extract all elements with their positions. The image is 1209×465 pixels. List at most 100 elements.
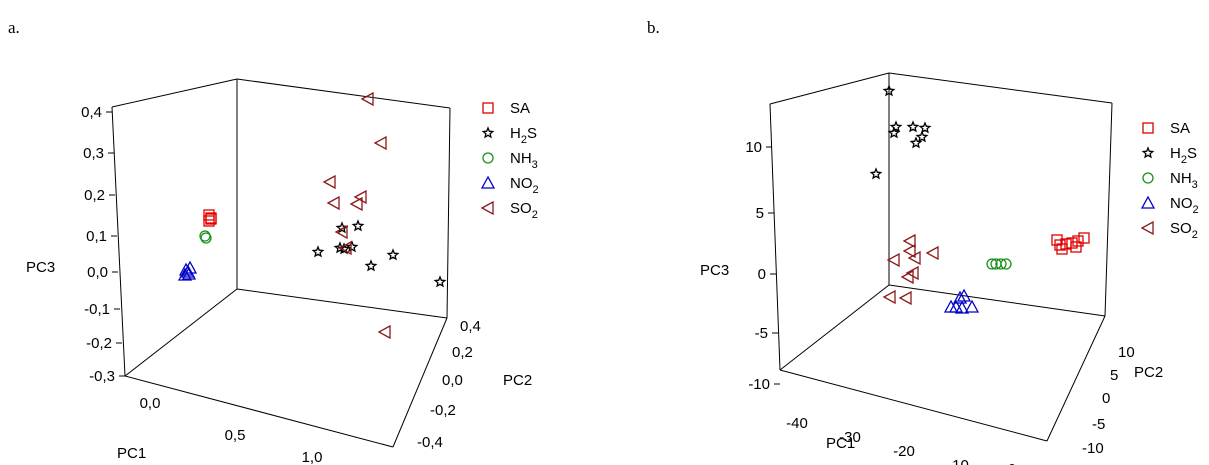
legend-label: NO2 xyxy=(1170,195,1199,216)
legend-item: SA xyxy=(482,100,530,117)
z-tick-label: 10 xyxy=(745,139,762,156)
point-circle xyxy=(482,152,494,164)
box-edge xyxy=(124,288,238,377)
box-edge xyxy=(236,288,448,319)
point-triangle xyxy=(956,288,972,302)
point-triangle-left xyxy=(886,252,900,268)
point-triangle-left xyxy=(480,200,494,216)
ticks-a: -0,3-0,2-0,10,00,10,20,30,40,00,51,01,5-… xyxy=(81,104,481,465)
legend-label-main: SO xyxy=(1170,220,1192,237)
x-tick-label: 1,0 xyxy=(302,449,323,465)
z-tick-label: -5 xyxy=(755,325,768,342)
point-star xyxy=(889,120,903,133)
legend-label: NO2 xyxy=(510,175,539,196)
point-square xyxy=(482,102,494,114)
series-so2 xyxy=(322,91,391,340)
point-star xyxy=(887,126,901,139)
legend-item: NO2 xyxy=(1140,195,1199,216)
z-axis-title-a: PC3 xyxy=(26,259,55,276)
x-tick-label: 0,5 xyxy=(225,427,246,444)
legend-label: H2S xyxy=(1170,145,1197,166)
y-tick-label: 0,0 xyxy=(442,372,463,389)
legend-label: SO2 xyxy=(510,200,538,221)
series-no2 xyxy=(943,288,980,314)
point-square xyxy=(1072,235,1084,247)
point-star xyxy=(869,167,883,180)
legend-label: SA xyxy=(1170,120,1190,137)
point-star xyxy=(1141,146,1155,159)
legend-label-main: SO xyxy=(510,200,532,217)
y-tick-label: 0 xyxy=(1102,390,1110,407)
z-tick-label: -0,1 xyxy=(84,301,110,318)
point-triangle-left xyxy=(338,240,352,256)
y-tick-label: -5 xyxy=(1092,416,1105,433)
legend-label: NH3 xyxy=(1170,170,1198,191)
point-star xyxy=(433,275,447,288)
point-star xyxy=(918,121,932,134)
x-axis-title-b: PC1 xyxy=(826,435,855,452)
point-star xyxy=(915,130,929,143)
series-sa xyxy=(1051,232,1090,255)
point-triangle xyxy=(1140,195,1156,209)
z-tick-label: 5 xyxy=(756,205,764,222)
point-triangle xyxy=(182,260,198,274)
z-tick-label: 0,2 xyxy=(84,187,105,204)
legend-label-main: NH xyxy=(510,150,532,167)
legend-label-main: NO xyxy=(510,175,533,192)
legend-item: SO2 xyxy=(480,200,538,221)
box-edge xyxy=(236,78,451,109)
point-star xyxy=(481,126,495,139)
legend-item: H2S xyxy=(1141,145,1197,166)
legend-label-sub: 2 xyxy=(1192,229,1198,241)
box-edge xyxy=(888,284,1106,317)
legend-label-main: SA xyxy=(1170,120,1190,137)
point-triangle-left xyxy=(1140,220,1154,236)
legend-item: NH3 xyxy=(1142,170,1198,191)
box-edge xyxy=(1104,102,1113,317)
point-triangle-left xyxy=(925,245,939,261)
legend-label-main: SA xyxy=(510,100,530,117)
point-triangle xyxy=(964,299,980,313)
legend-label-main: H xyxy=(1170,145,1181,162)
x-tick-label: -20 xyxy=(893,443,915,460)
point-circle xyxy=(1000,258,1012,270)
box-edge xyxy=(111,78,238,108)
point-square xyxy=(1078,232,1090,244)
point-triangle xyxy=(177,267,193,281)
point-triangle xyxy=(954,300,970,314)
legend-label-suffix: S xyxy=(527,125,537,142)
legend-label: H2S xyxy=(510,125,537,146)
point-triangle xyxy=(952,290,968,304)
y-axis-line xyxy=(392,317,448,448)
panel-label-a: a. xyxy=(8,18,20,37)
legend-label-sub: 2 xyxy=(532,209,538,221)
legend-item: NH3 xyxy=(482,150,538,171)
legend-label-main: NH xyxy=(1170,170,1192,187)
y-axis-title-a: PC2 xyxy=(503,372,532,389)
x-axis-line xyxy=(779,369,1048,442)
y-tick-label: 0,4 xyxy=(460,318,481,335)
y-tick-label: -0,4 xyxy=(417,434,443,451)
point-circle xyxy=(986,258,998,270)
point-square xyxy=(203,209,215,221)
legend-label-sub: 2 xyxy=(521,134,527,146)
y-tick-label: 10 xyxy=(1118,344,1135,361)
x-tick-label: -40 xyxy=(786,415,808,432)
legend-label-main: NO xyxy=(1170,195,1193,212)
legend-item: H2S xyxy=(481,125,537,146)
point-triangle-left xyxy=(377,324,391,340)
point-square xyxy=(1056,243,1068,255)
point-square xyxy=(203,215,215,227)
z-tick-label: 0 xyxy=(758,266,766,283)
point-star xyxy=(882,84,896,97)
x-axis-line xyxy=(124,375,394,448)
series-nh3 xyxy=(199,230,212,244)
z-axis-line xyxy=(769,103,781,371)
point-star xyxy=(906,120,920,133)
point-circle xyxy=(200,232,212,244)
point-triangle xyxy=(178,262,194,276)
point-square xyxy=(1142,122,1154,134)
point-square xyxy=(1066,237,1078,249)
point-star xyxy=(345,240,359,253)
